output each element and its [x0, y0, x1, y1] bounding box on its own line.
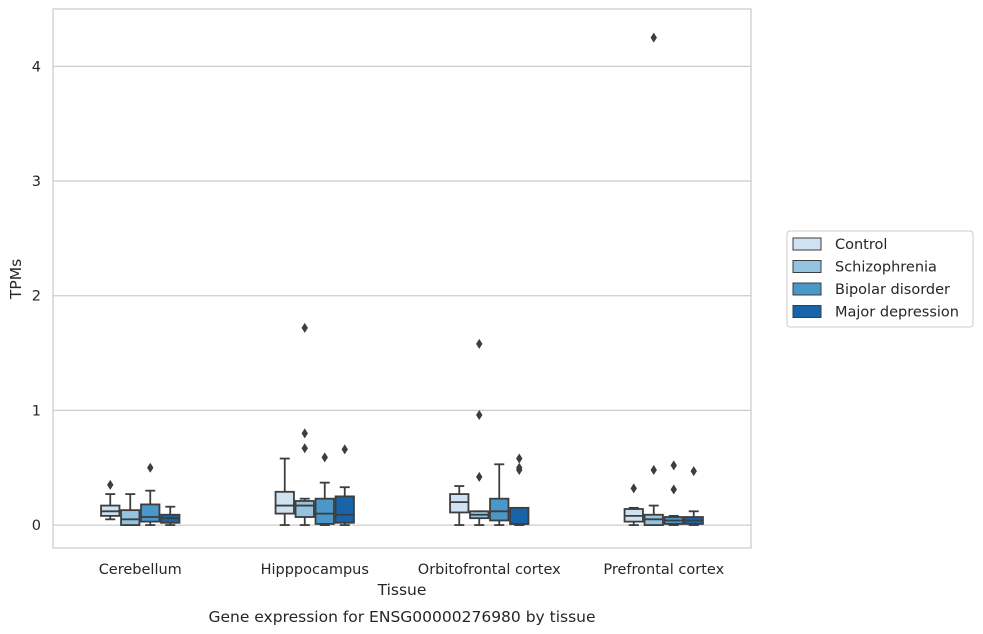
x-tick-label: Hipppocampus: [261, 562, 369, 578]
x-axis-title: Tissue: [377, 581, 427, 599]
figure-caption: Gene expression for ENSG00000276980 by t…: [208, 608, 595, 626]
outlier-point: [690, 466, 697, 477]
outlier-point: [301, 443, 308, 454]
y-tick-label: 0: [32, 518, 41, 534]
x-tick-label: Orbitofrontal cortex: [418, 562, 561, 578]
box: [469, 338, 490, 526]
outlier-point: [321, 452, 328, 463]
box-groups: [100, 32, 704, 526]
box-group: [449, 338, 530, 526]
legend-label: Control: [835, 237, 887, 253]
y-tick-label: 4: [32, 59, 41, 75]
box: [623, 483, 644, 526]
outlier-point: [147, 462, 154, 473]
outlier-point: [650, 465, 657, 476]
box-body: [314, 497, 335, 525]
box-body: [140, 503, 161, 523]
plot-frame: [52, 8, 752, 549]
outlier-point: [341, 444, 348, 455]
y-axis-title: TPMs: [7, 259, 25, 300]
box: [314, 452, 335, 526]
box: [489, 463, 510, 526]
gridlines: [53, 65, 751, 526]
box: [334, 444, 355, 526]
y-tick-label: 3: [32, 174, 41, 190]
box-body: [120, 509, 141, 526]
box: [160, 505, 181, 526]
y-tick-label: 2: [32, 289, 41, 305]
box: [643, 32, 664, 526]
box-group: [100, 462, 181, 526]
outlier-point: [301, 322, 308, 333]
legend-label: Schizophrenia: [835, 260, 937, 276]
outlier-point: [670, 460, 677, 471]
legend-swatch: [792, 305, 822, 318]
box: [449, 485, 470, 526]
legend-swatch: [792, 237, 822, 251]
outlier-point: [476, 338, 483, 349]
box-group: [623, 32, 704, 526]
box: [294, 322, 315, 526]
x-tick-label: Prefrontal cortex: [603, 562, 724, 578]
box: [683, 466, 704, 526]
box: [274, 457, 295, 526]
box-body: [489, 497, 510, 522]
box: [140, 462, 161, 526]
box-body: [449, 493, 470, 514]
box: [120, 493, 141, 526]
box-body: [334, 495, 355, 524]
outlier-point: [107, 479, 114, 490]
legend-frame: [786, 230, 974, 328]
legend-items: Control Schizophrenia Bipolar disorder Majo…: [792, 237, 959, 321]
legend-swatch: [792, 282, 822, 296]
box-body: [509, 506, 530, 525]
legend: Control Schizophrenia Bipolar disorder Majo…: [786, 230, 974, 328]
legend-label: Major depression: [835, 305, 959, 321]
box-body: [274, 490, 295, 515]
outlier-point: [301, 428, 308, 439]
y-tick-labels: 0 1 2 3 4: [32, 59, 41, 534]
outlier-point: [476, 409, 483, 420]
outlier-point: [630, 483, 637, 494]
outlier-point: [650, 32, 657, 43]
outlier-point: [516, 453, 523, 464]
box: [100, 479, 121, 521]
box-group: [274, 322, 355, 526]
outlier-point: [476, 471, 483, 482]
box: [663, 460, 684, 526]
legend-swatch: [792, 260, 822, 273]
outlier-point: [670, 484, 677, 495]
box: [509, 453, 530, 526]
x-tick-labels: Cerebellum Hipppocampus Orbitofrontal cort…: [99, 562, 725, 578]
box-body: [294, 500, 315, 518]
x-tick-label: Cerebellum: [99, 562, 182, 578]
outlier-point: [516, 462, 523, 473]
y-tick-label: 1: [32, 403, 41, 419]
legend-label: Bipolar disorder: [835, 282, 950, 298]
